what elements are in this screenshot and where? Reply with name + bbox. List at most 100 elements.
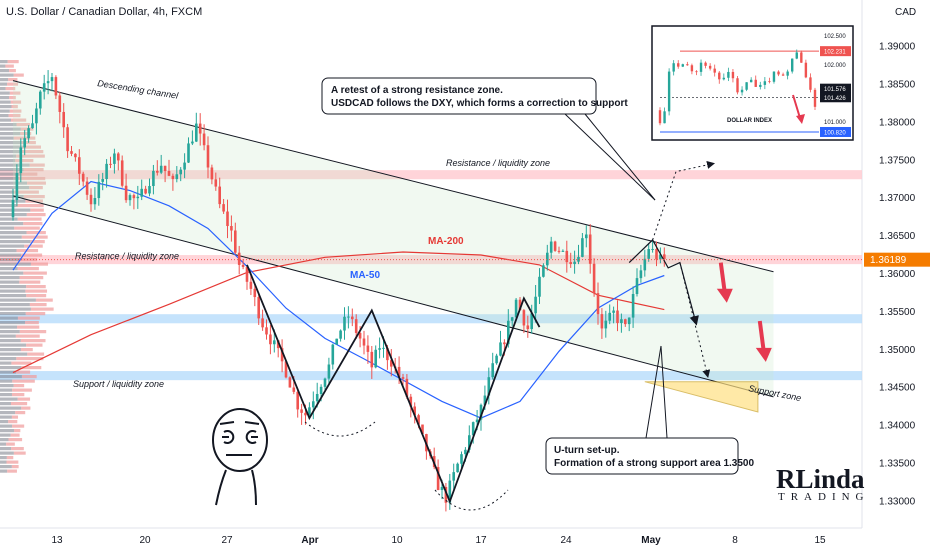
volume-bar-red — [8, 438, 23, 442]
inset-candle-body — [731, 71, 735, 79]
candle-body — [214, 179, 218, 187]
volume-bar-red — [11, 465, 19, 469]
candle-body — [89, 194, 93, 205]
volume-bar-red — [12, 388, 32, 392]
support-zone-triangle — [644, 381, 759, 413]
note-retest-line2: USDCAD follows the DXY, which forms a co… — [331, 98, 628, 109]
volume-bar-gray — [0, 357, 17, 361]
candle-body — [202, 133, 206, 146]
candle-body — [534, 296, 537, 314]
channel-fill — [13, 80, 774, 397]
price-tick-label: 1.37000 — [879, 193, 916, 204]
volume-bar-gray — [0, 339, 21, 343]
candle-body — [386, 347, 389, 361]
volume-bar-red — [8, 420, 18, 424]
candle-body — [549, 241, 553, 253]
candle-body — [405, 378, 409, 397]
candle-body — [460, 454, 463, 464]
volume-bar-gray — [0, 451, 14, 455]
candle-body — [608, 312, 611, 321]
inset-candle-body — [740, 89, 744, 93]
volume-bar-gray — [0, 330, 20, 334]
price-tick-label: 1.38500 — [879, 79, 916, 90]
candle-body — [140, 188, 143, 197]
volume-bar-gray — [0, 267, 18, 271]
inset-candle-body — [800, 52, 803, 63]
candle-body — [573, 261, 576, 265]
volume-bar-red — [14, 429, 21, 433]
volume-bar-red — [15, 334, 40, 338]
volume-bar-red — [19, 150, 44, 154]
volume-bar-gray — [0, 127, 21, 131]
candle-body — [261, 318, 264, 328]
volume-bar-red — [19, 276, 44, 280]
volume-bar-gray — [0, 370, 17, 374]
inset-candle-body — [759, 84, 762, 87]
inset-candle-body — [781, 74, 785, 76]
volume-bar-red — [20, 172, 38, 176]
candle-body — [288, 377, 292, 388]
volume-bar-gray — [0, 384, 14, 388]
candle-body — [456, 463, 459, 473]
inset-candle-body — [745, 82, 748, 90]
volume-bar-red — [19, 280, 41, 284]
volume-bar-gray — [0, 447, 12, 451]
volume-bar-red — [12, 379, 35, 383]
candle-body — [113, 153, 116, 164]
candle-body — [234, 230, 237, 253]
projection-drawings — [628, 160, 772, 413]
candle-body — [124, 185, 128, 201]
volume-bar-gray — [0, 298, 36, 302]
candle-body — [226, 211, 229, 227]
candle-body — [624, 319, 627, 325]
candle-body — [304, 412, 307, 416]
price-tick-label: 1.38000 — [879, 117, 916, 128]
volume-bar-red — [15, 204, 44, 208]
candle-body — [518, 299, 522, 311]
volume-bar-gray — [0, 253, 22, 257]
inset-tick-label: 102.500 — [824, 34, 846, 40]
inset-body: 102.500 102.000 101.000 100.820 102.231 101.5… — [658, 34, 851, 137]
inset-candle-body — [667, 71, 671, 112]
candle-body — [81, 173, 85, 182]
volume-bar-gray — [0, 379, 13, 383]
volume-bar-gray — [0, 388, 13, 392]
price-tick-label: 1.39000 — [879, 42, 916, 53]
volume-bar-red — [11, 393, 25, 397]
inset-candle-body — [713, 68, 716, 73]
candle-body — [479, 404, 483, 420]
volume-bar-gray — [0, 168, 24, 172]
candle-body — [323, 378, 327, 387]
inset-candle-body — [777, 71, 780, 75]
candle-body — [241, 264, 245, 267]
volume-bar-gray — [0, 163, 30, 167]
volume-bar-gray — [0, 280, 20, 284]
volume-bar-gray — [0, 406, 22, 410]
candle-body — [308, 407, 311, 416]
volume-bar-red — [30, 208, 44, 212]
candle-body — [187, 143, 190, 163]
inset-candle-body — [663, 111, 666, 124]
candle-body — [397, 366, 401, 378]
volume-bar-red — [5, 64, 14, 68]
candle-body — [581, 238, 584, 257]
volume-bar-red — [27, 181, 46, 185]
volume-bar-red — [16, 357, 44, 361]
red-arrow-head-0 — [716, 288, 733, 303]
candle-body — [66, 127, 69, 152]
volume-bar-gray — [0, 60, 8, 64]
volume-bar-red — [9, 96, 16, 100]
descending-channel — [12, 80, 774, 398]
red-arrow-head-1 — [755, 347, 772, 362]
ma50-label: MA-50 — [350, 270, 380, 281]
volume-bar-gray — [0, 415, 12, 419]
support-zone-label-left: Support / liquidity zone — [73, 379, 164, 389]
candle-body — [588, 234, 592, 264]
candle-body — [401, 377, 405, 379]
currency-label: CAD — [895, 7, 916, 18]
price-axis: 1.39000 1.38500 1.38000 1.37500 1.37000 1.365… — [0, 42, 930, 507]
volume-bar-red — [9, 109, 22, 113]
volume-bar-gray — [0, 289, 26, 293]
candle-body — [370, 351, 374, 368]
candle-body — [565, 250, 569, 263]
